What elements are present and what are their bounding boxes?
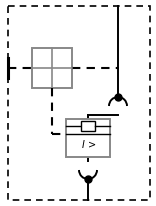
Bar <box>66 119 110 157</box>
Bar <box>32 48 72 88</box>
Bar <box>81 121 95 131</box>
Text: I >: I > <box>82 140 96 150</box>
